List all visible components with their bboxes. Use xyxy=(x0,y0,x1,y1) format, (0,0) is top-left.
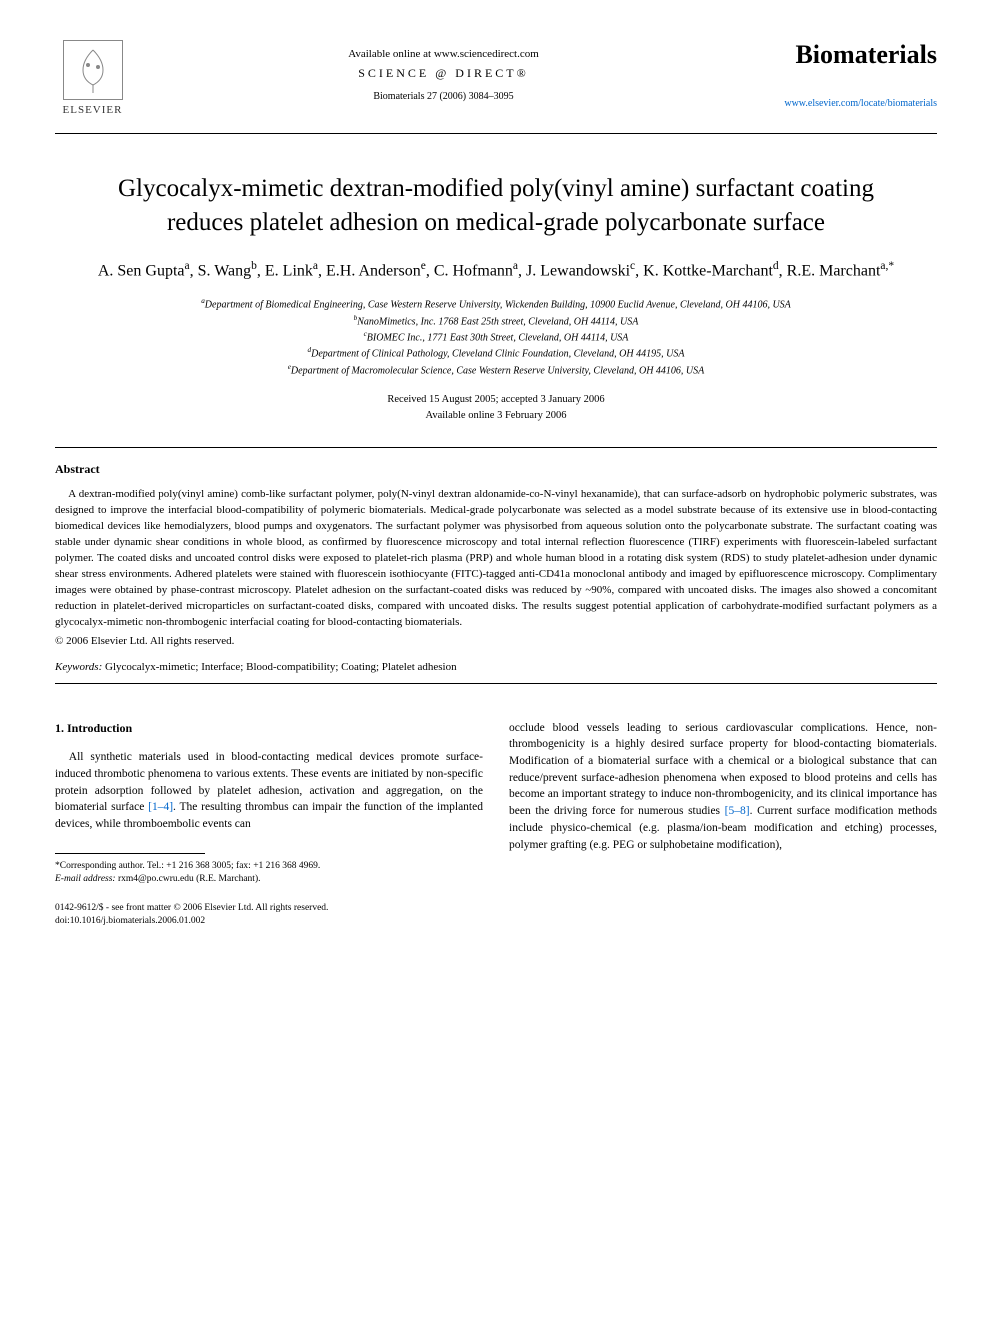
front-matter-line: 0142-9612/$ - see front matter © 2006 El… xyxy=(55,902,937,915)
section-heading-introduction: 1. Introduction xyxy=(55,720,483,737)
affiliations: aDepartment of Biomedical Engineering, C… xyxy=(55,296,937,378)
doi-line: doi:10.1016/j.biomaterials.2006.01.002 xyxy=(55,915,937,928)
science-direct-logo: SCIENCE @ DIRECT® xyxy=(130,66,757,81)
abstract-bottom-divider xyxy=(55,683,937,684)
citation-line: Biomaterials 27 (2006) 3084–3095 xyxy=(130,91,757,102)
center-header: Available online at www.sciencedirect.co… xyxy=(130,40,757,102)
affiliation-d: dDepartment of Clinical Pathology, Cleve… xyxy=(55,345,937,361)
footer-copyright: 0142-9612/$ - see front matter © 2006 El… xyxy=(55,902,937,928)
intro-paragraph-left: All synthetic materials used in blood-co… xyxy=(55,749,483,832)
keywords-line: Keywords: Glycocalyx-mimetic; Interface;… xyxy=(55,661,937,673)
body-columns: 1. Introduction All synthetic materials … xyxy=(55,698,937,886)
article-title: Glycocalyx-mimetic dextran-modified poly… xyxy=(116,172,876,240)
abstract-top-divider xyxy=(55,447,937,448)
publisher-logo: ELSEVIER xyxy=(55,40,130,125)
header-divider xyxy=(55,133,937,134)
body-column-right: occlude blood vessels leading to serious… xyxy=(509,698,937,886)
elsevier-tree-icon xyxy=(63,40,123,100)
intro-paragraph-right: occlude blood vessels leading to serious… xyxy=(509,720,937,853)
abstract-copyright: © 2006 Elsevier Ltd. All rights reserved… xyxy=(55,635,937,647)
received-date: Received 15 August 2005; accepted 3 Janu… xyxy=(55,392,937,408)
journal-name: Biomaterials xyxy=(757,40,937,70)
footnote-divider xyxy=(55,853,205,854)
body-column-left: 1. Introduction All synthetic materials … xyxy=(55,698,483,886)
affiliation-e: eDepartment of Macromolecular Science, C… xyxy=(55,362,937,378)
keywords-label: Keywords: xyxy=(55,661,102,673)
online-date: Available online 3 February 2006 xyxy=(55,408,937,424)
affiliation-c: cBIOMEC Inc., 1771 East 30th Street, Cle… xyxy=(55,329,937,345)
publisher-name: ELSEVIER xyxy=(63,104,123,116)
abstract-text: A dextran-modified poly(vinyl amine) com… xyxy=(55,487,937,630)
corresponding-phone: *Corresponding author. Tel.: +1 216 368 … xyxy=(55,860,483,873)
affiliation-a: aDepartment of Biomedical Engineering, C… xyxy=(55,296,937,312)
affiliation-b: bNanoMimetics, Inc. 1768 East 25th stree… xyxy=(55,313,937,329)
keywords-text: Glycocalyx-mimetic; Interface; Blood-com… xyxy=(105,661,457,673)
corresponding-email: E-mail address: rxm4@po.cwru.edu (R.E. M… xyxy=(55,873,483,886)
authors-list: A. Sen Guptaa, S. Wangb, E. Linka, E.H. … xyxy=(55,258,937,283)
abstract-heading: Abstract xyxy=(55,462,937,477)
right-header: Biomaterials www.elsevier.com/locate/bio… xyxy=(757,40,937,109)
corresponding-author-footnote: *Corresponding author. Tel.: +1 216 368 … xyxy=(55,860,483,887)
journal-url[interactable]: www.elsevier.com/locate/biomaterials xyxy=(757,98,937,109)
header-row: ELSEVIER Available online at www.science… xyxy=(55,40,937,125)
article-dates: Received 15 August 2005; accepted 3 Janu… xyxy=(55,392,937,424)
available-online-text: Available online at www.sciencedirect.co… xyxy=(130,48,757,60)
